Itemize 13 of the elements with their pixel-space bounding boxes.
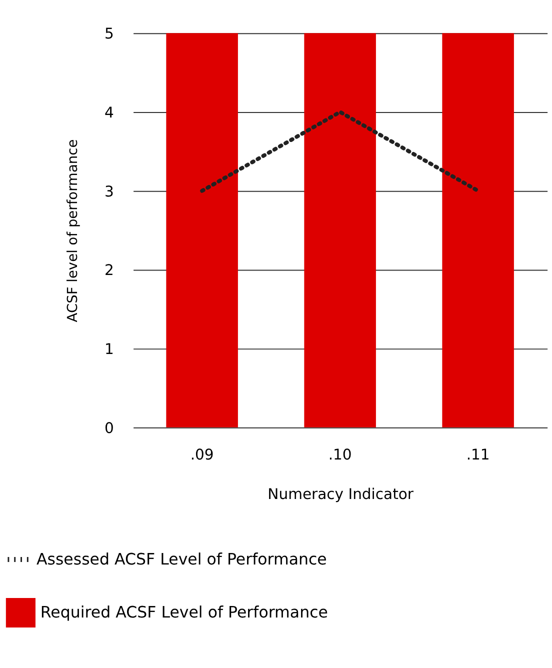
y-tick-label: 1 [104,340,114,358]
y-tick-label: 2 [104,262,114,280]
legend-label: Required ACSF Level of Performance [40,602,328,622]
x-tick-label: .09 [190,446,214,464]
x-tick-label: .10 [328,446,352,464]
x-axis-title: Numeracy Indicator [268,486,414,503]
y-tick-label: 3 [104,183,114,200]
y-tick-label: 4 [104,104,114,122]
y-tick-label: 5 [104,26,114,43]
y-axis-title: ACSF level of performance [64,139,81,322]
legend-label: Assessed ACSF Level of Performance [36,549,327,568]
x-tick-label: .11 [466,446,490,464]
y-tick-label: 0 [104,420,114,437]
